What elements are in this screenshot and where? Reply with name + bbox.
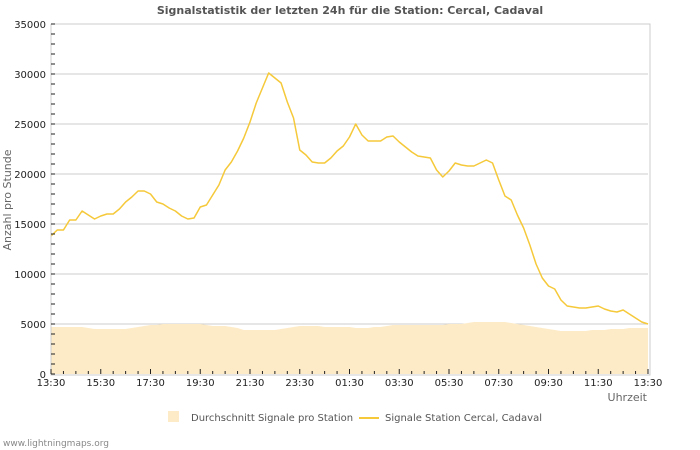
legend-area-swatch — [168, 411, 179, 422]
svg-text:15:30: 15:30 — [86, 378, 115, 389]
svg-text:25000: 25000 — [14, 120, 46, 131]
svg-text:5000: 5000 — [21, 320, 46, 331]
svg-text:23:30: 23:30 — [285, 378, 314, 389]
station-line — [50, 72, 649, 325]
legend-line-label: Signale Station Cercal, Cadaval — [385, 413, 542, 424]
svg-text:17:30: 17:30 — [136, 378, 165, 389]
legend: Durchschnitt Signale pro Station Signale… — [168, 411, 542, 424]
svg-text:19:30: 19:30 — [186, 378, 215, 389]
svg-text:11:30: 11:30 — [584, 378, 613, 389]
svg-text:21:30: 21:30 — [236, 378, 265, 389]
footer-site-link[interactable]: www.lightningmaps.org — [3, 439, 109, 449]
x-axis-label: Uhrzeit — [608, 391, 648, 404]
y-axis-label: Anzahl pro Stunde — [1, 149, 14, 250]
legend-area-label: Durchschnitt Signale pro Station — [191, 413, 353, 424]
grid-lines — [51, 23, 648, 325]
svg-text:05:30: 05:30 — [435, 378, 464, 389]
svg-text:13:30: 13:30 — [634, 378, 663, 389]
average-area — [51, 322, 648, 374]
plot-frame — [50, 23, 651, 376]
svg-text:03:30: 03:30 — [385, 378, 414, 389]
svg-text:30000: 30000 — [14, 70, 46, 81]
svg-text:35000: 35000 — [14, 20, 46, 31]
x-axis-ticks: 13:30 15:30 17:30 19:30 21:30 23:30 01:30 03:30… — [37, 369, 663, 389]
svg-text:10000: 10000 — [14, 270, 46, 281]
svg-text:01:30: 01:30 — [335, 378, 364, 389]
svg-text:20000: 20000 — [14, 170, 46, 181]
svg-text:09:30: 09:30 — [534, 378, 563, 389]
svg-text:15000: 15000 — [14, 220, 46, 231]
y-axis-ticks: 0 5000 10000 15000 20000 25000 30000 35000 — [14, 20, 55, 381]
svg-text:13:30: 13:30 — [37, 378, 66, 389]
svg-text:0: 0 — [40, 370, 46, 381]
chart-title: Signalstatistik der letzten 24h für die … — [157, 4, 543, 17]
svg-text:07:30: 07:30 — [484, 378, 513, 389]
